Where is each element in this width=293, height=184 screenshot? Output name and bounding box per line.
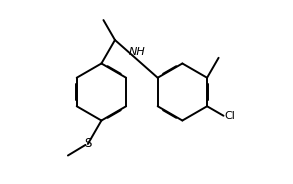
Text: Cl: Cl [224,111,235,121]
Text: NH: NH [129,47,146,57]
Text: S: S [84,137,91,151]
